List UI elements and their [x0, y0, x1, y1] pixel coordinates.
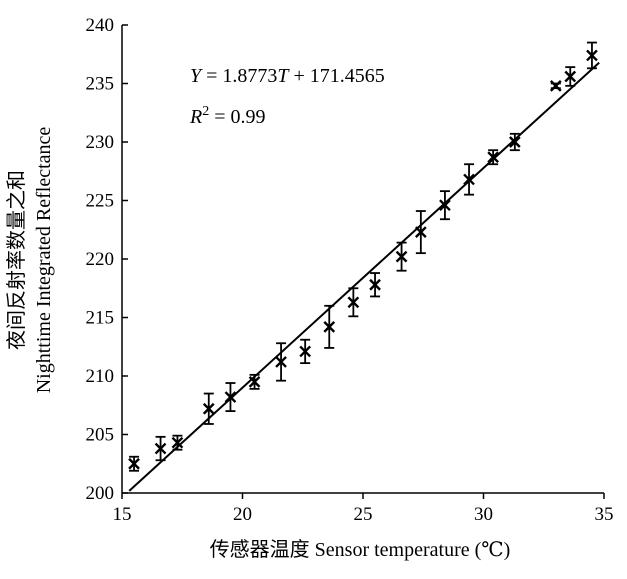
y-tick-label: 240: [86, 15, 115, 36]
marker-x-stroke: [275, 356, 287, 368]
trendline: [128, 61, 600, 492]
y-tick-label: 205: [86, 425, 115, 446]
x-tick-label: 35: [595, 504, 614, 525]
marker-x-stroke: [369, 278, 381, 291]
data-points: [128, 41, 598, 472]
data-point: [439, 190, 451, 221]
data-point: [369, 272, 381, 298]
data-point: [154, 435, 167, 462]
y-axis-title-line2: Nighttime Integrated Reflectance: [33, 127, 55, 394]
marker-x-stroke: [323, 321, 336, 333]
marker-x-stroke: [414, 226, 427, 238]
marker-x-stroke: [128, 457, 140, 470]
data-point: [248, 373, 261, 390]
marker-x-stroke: [224, 391, 237, 403]
marker-x-stroke: [439, 199, 451, 212]
marker-x-stroke: [299, 345, 312, 358]
r-squared-annotation: R2 = 0.99: [189, 104, 266, 128]
y-tick-label: 215: [86, 308, 115, 329]
regression-equation: Y = 1.8773T + 171.4565: [190, 65, 385, 87]
y-tick-label: 235: [86, 74, 115, 95]
marker-x-stroke: [171, 436, 184, 449]
y-tick-label: 230: [86, 132, 115, 153]
data-point: [564, 66, 577, 87]
y-tick-label: 200: [86, 483, 115, 504]
data-point: [299, 338, 312, 365]
marker-x-stroke: [586, 49, 598, 62]
marker-x-stroke: [154, 442, 167, 455]
marker-x-stroke: [549, 79, 562, 92]
marker-x-stroke: [508, 136, 521, 148]
data-point: [224, 382, 237, 413]
x-tick-label: 20: [233, 504, 252, 525]
data-point: [414, 210, 427, 255]
data-point: [395, 241, 408, 272]
y-axis-title-line1: 夜间反射率数量之和: [5, 170, 28, 350]
x-axis-title: 传感器温度 Sensor temperature (℃): [210, 538, 511, 561]
data-point: [347, 287, 360, 318]
marker-x-stroke: [487, 151, 499, 164]
y-tick-label: 220: [86, 249, 115, 270]
y-tick-label: 225: [86, 191, 115, 212]
data-point: [586, 41, 598, 70]
data-point: [508, 132, 521, 152]
marker-x-stroke: [202, 402, 215, 415]
data-point: [323, 304, 336, 349]
data-point: [171, 434, 184, 451]
x-tick-label: 25: [354, 504, 373, 525]
ticks: 15 20 25 30 35 200 205 210 215 220 225 230 235 240: [86, 15, 614, 525]
data-point: [128, 455, 140, 472]
marker-x-stroke: [564, 70, 577, 83]
trendline-group: [128, 61, 600, 492]
data-point: [549, 79, 562, 92]
marker-x-stroke: [347, 296, 360, 309]
marker-x-stroke: [463, 173, 475, 186]
axes: [121, 25, 604, 494]
marker-x-stroke: [395, 250, 408, 263]
data-point: [202, 392, 215, 425]
x-tick-label: 30: [474, 504, 493, 525]
data-point: [275, 342, 287, 382]
data-point: [487, 149, 499, 166]
y-tick-label: 210: [86, 366, 115, 387]
marker-x-stroke: [248, 376, 261, 388]
data-point: [463, 163, 475, 196]
x-tick-label: 15: [113, 504, 132, 525]
